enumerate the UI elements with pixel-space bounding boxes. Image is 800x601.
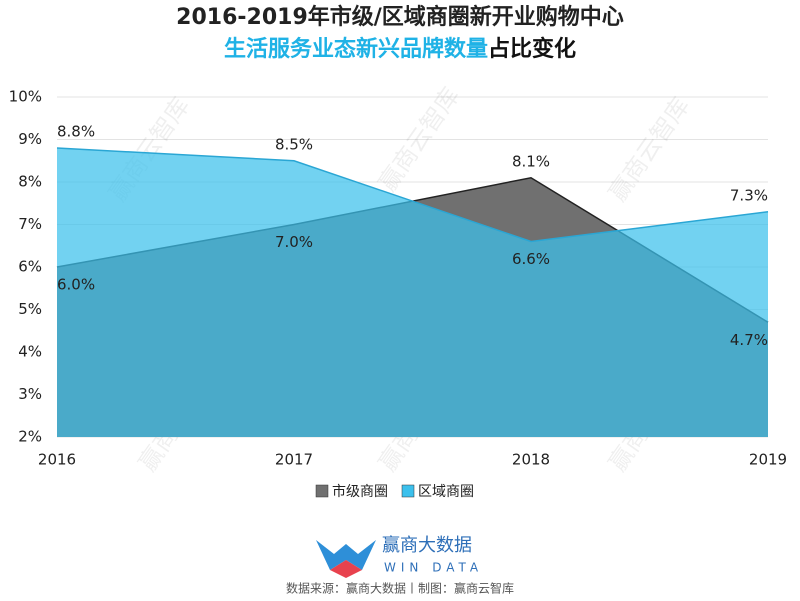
plot-area: 2% 3% 4% 5% 6% 7% 8% 9% 10% 2016 2017 2018 2019 赢商云智库… [9,82,787,476]
y-tick-label: 7% [18,215,42,233]
logo [316,540,376,578]
y-tick-label: 3% [18,385,42,403]
legend-swatch [401,484,415,498]
x-tick-label: 2018 [512,451,550,469]
y-tick-label: 6% [18,258,42,276]
x-tick-label: 2017 [275,451,313,469]
x-tick-label: 2016 [38,451,76,469]
logo-mark-accent [330,560,362,578]
source: 数据来源：赢商大数据丨制图：赢商云智库 [286,581,514,596]
value-label: 4.7% [730,331,768,349]
watermark: 赢商云智库 [603,92,695,206]
y-tick-label: 8% [18,173,42,191]
value-label: 6.6% [512,250,550,268]
chart-subtitle: 生活服务业态新兴品牌数量占比变化 [224,36,576,62]
logo-sub: WIN DATA [384,561,483,575]
legend-swatch [315,484,329,498]
area [57,148,768,437]
value-label: 7.0% [275,233,313,251]
value-label: 8.5% [275,135,313,153]
value-label: 7.3% [730,186,768,204]
value-label: 8.8% [57,123,95,141]
y-tick-label: 5% [18,300,42,318]
logo-name: 赢商大数据 [382,534,472,556]
y-tick-label: 9% [18,130,42,148]
chart-title: 2016-2019年市级/区域商圈新开业购物中心 [176,4,624,30]
legend-label: 区域商圈 [418,484,474,500]
y-tick-label: 2% [18,428,42,446]
y-tick-label: 10% [9,88,42,106]
y-tick-label: 4% [18,343,42,361]
logo-mark [316,540,376,570]
subtitle-rest: 占比变化 [488,36,576,62]
area-line [56,147,769,243]
value-label: 6.0% [57,276,95,294]
subtitle-highlight: 生活服务业态新兴品牌数量 [224,36,488,62]
value-label: 8.1% [512,152,550,170]
legend-label: 市级商圈 [332,483,388,500]
x-tick-label: 2019 [749,451,787,469]
